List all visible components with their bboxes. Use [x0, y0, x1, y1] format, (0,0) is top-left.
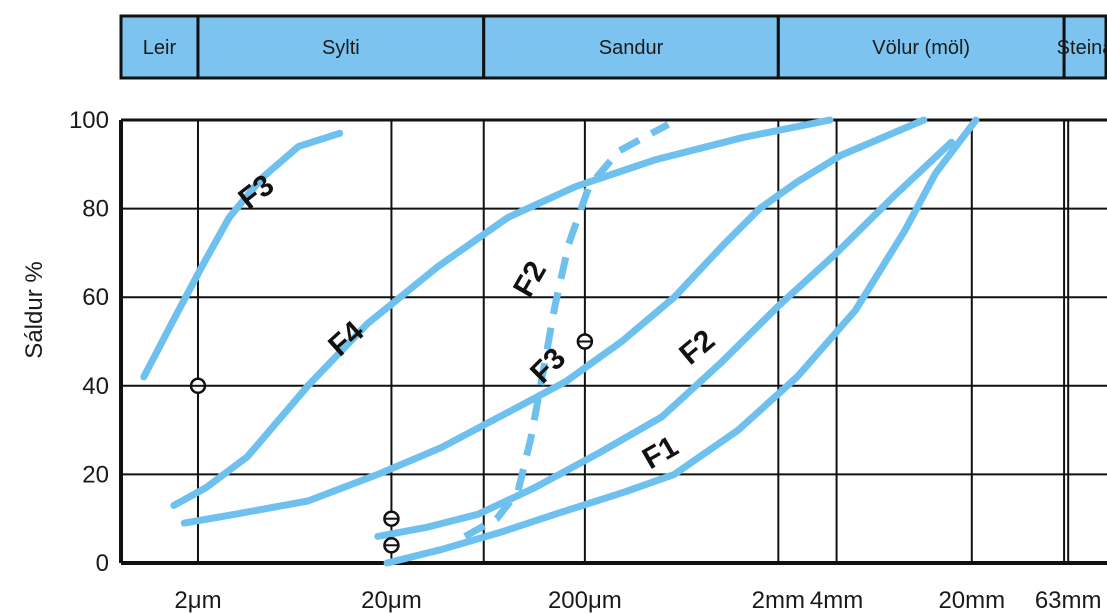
- y-tick-label: 40: [82, 373, 109, 400]
- y-axis-label: Sáldur %: [21, 261, 48, 358]
- x-tick-label: 63mm: [1035, 587, 1102, 614]
- curve-label-f4: F4: [322, 315, 370, 363]
- band-label: Sylti: [322, 37, 360, 59]
- soil-class-band: Leir Sylti Sandur Völur (möl) Steina: [119, 14, 1107, 80]
- x-tick-label: 2mm: [752, 587, 805, 614]
- y-tick-label: 20: [82, 461, 109, 488]
- series-f4: [170, 116, 834, 509]
- tick-label-group: 0 20 40 60 80 100 2μm 20μm 200μm 2mm 4mm 20mm 63mm: [69, 107, 1102, 614]
- x-tick-label: 200μm: [548, 587, 622, 614]
- x-tick-label: 4mm: [810, 587, 863, 614]
- band-label: Sandur: [599, 37, 664, 59]
- y-tick-label: 0: [96, 550, 109, 577]
- band-0: [119, 14, 200, 80]
- band-label: Völur (möl): [872, 37, 970, 59]
- x-tick-label: 20mm: [938, 587, 1005, 614]
- series-group: [140, 116, 980, 567]
- curve-label-f2: F2: [673, 324, 721, 372]
- band-2: [482, 14, 780, 80]
- marker-group: [189, 333, 594, 554]
- y-tick-label: 60: [82, 284, 109, 311]
- band-4: [1062, 14, 1107, 80]
- curve-label-f2: F2: [507, 256, 553, 303]
- band-1: [196, 14, 486, 80]
- series-f3-fine: [140, 129, 344, 381]
- x-tick-label: 20μm: [361, 587, 422, 614]
- series-f2-dashed: [463, 121, 670, 540]
- y-tick-label: 100: [69, 107, 109, 134]
- band-label: Steina: [1057, 37, 1107, 59]
- x-tick-label: 2μm: [174, 587, 221, 614]
- y-tick-label: 80: [82, 196, 109, 223]
- series-f3-sand: [180, 116, 928, 527]
- series-f2: [374, 138, 955, 540]
- series-f1: [383, 116, 980, 567]
- band-label: Leir: [143, 37, 177, 59]
